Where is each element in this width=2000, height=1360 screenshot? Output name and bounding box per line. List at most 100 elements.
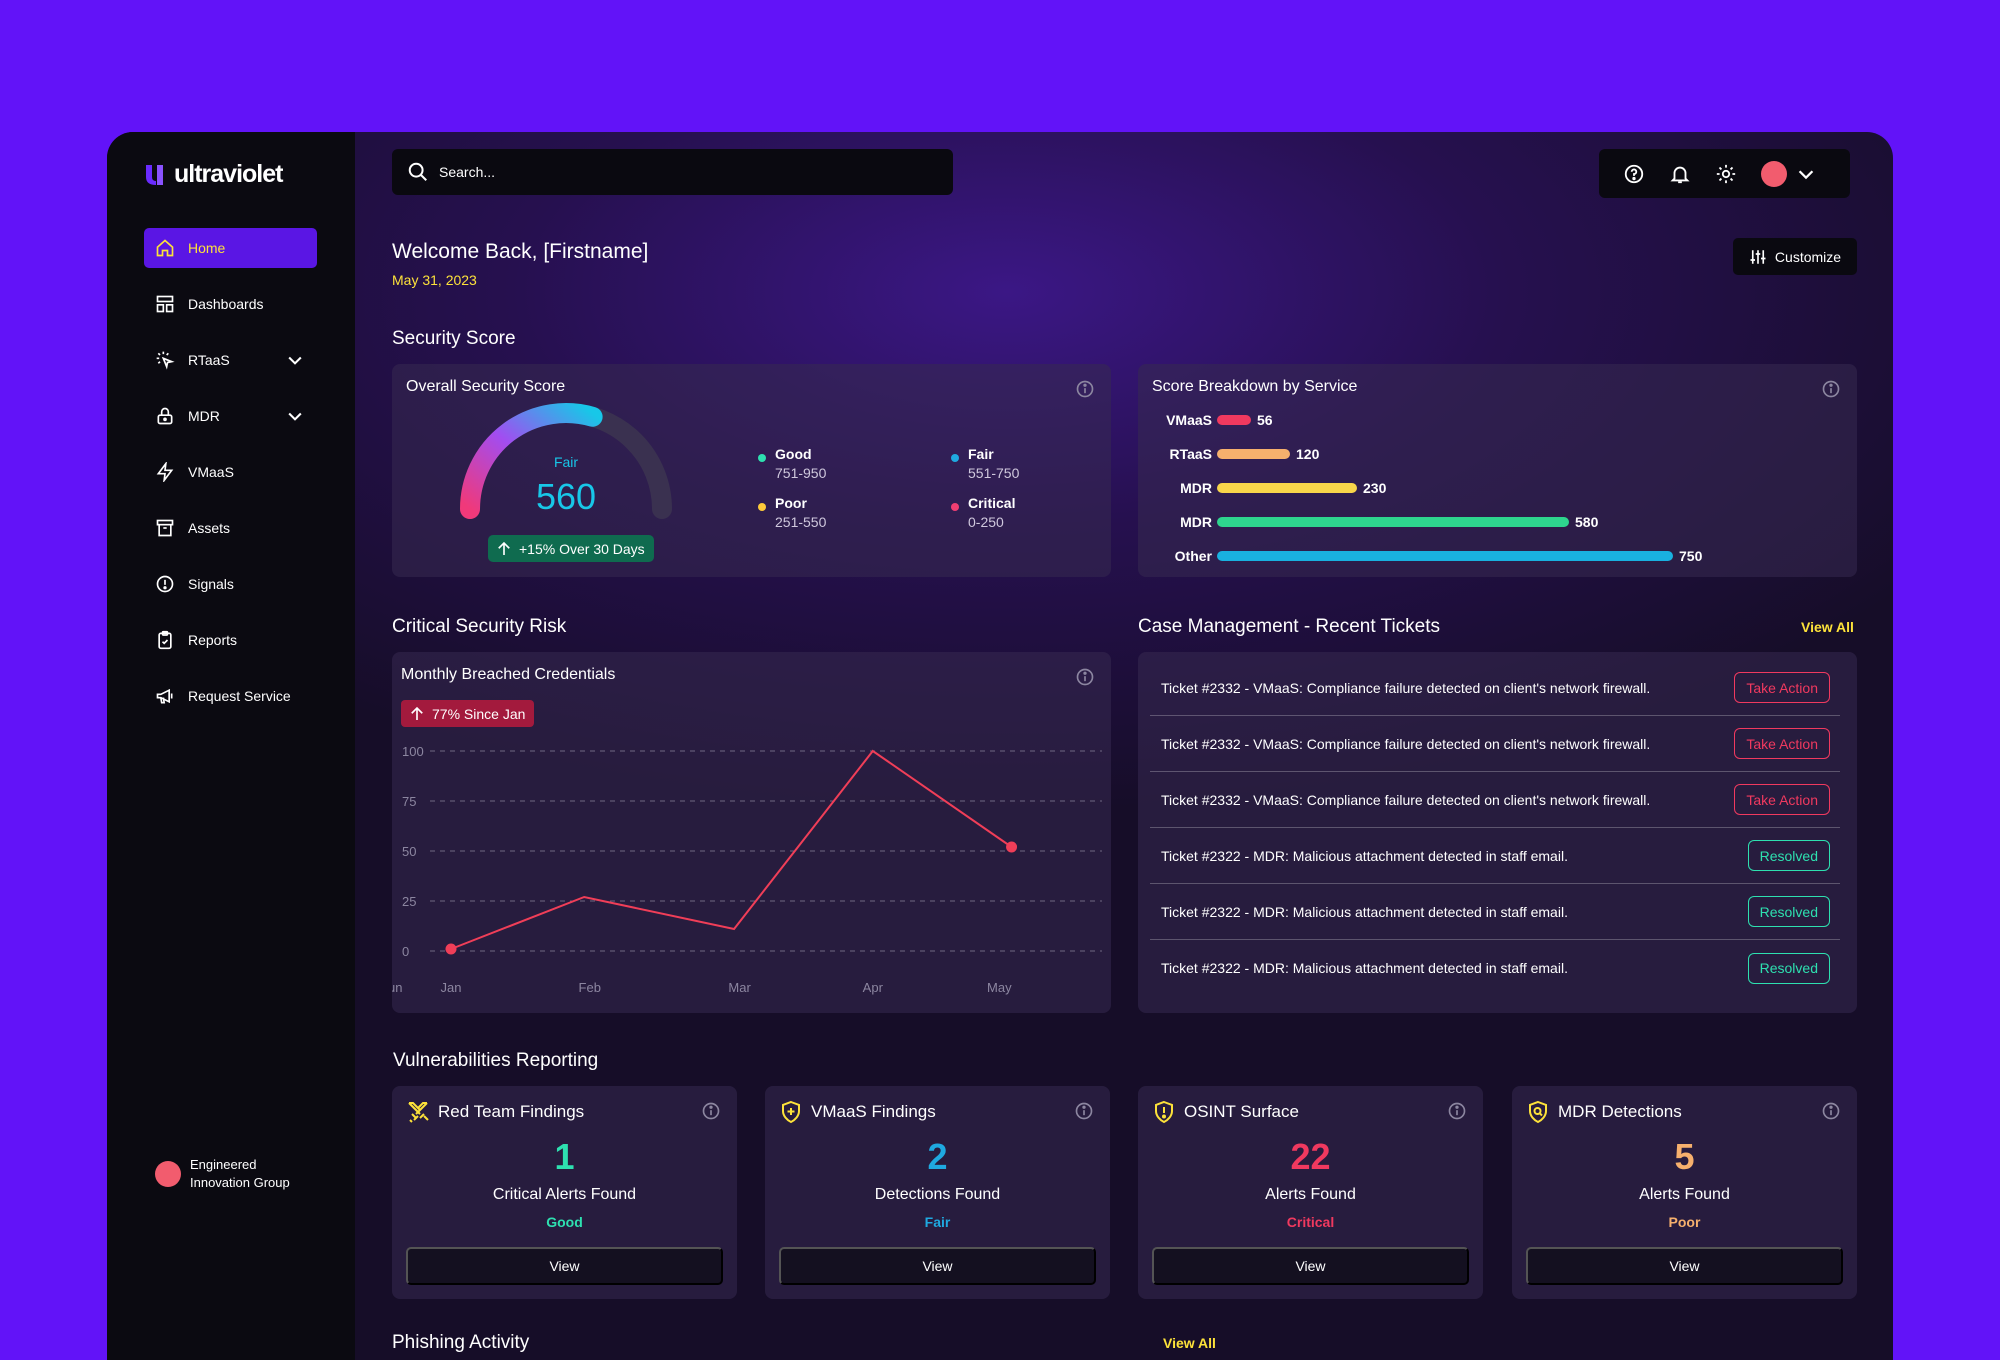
bar-value: 750 xyxy=(1679,548,1703,564)
bell-icon[interactable] xyxy=(1669,163,1691,185)
overall-security-score-card: Overall Security Score Fair 560 +15% Ove… xyxy=(392,364,1111,577)
sidebar-item-label: RTaaS xyxy=(188,352,230,368)
user-menu[interactable] xyxy=(1761,160,1817,187)
lock-icon xyxy=(157,407,173,425)
sidebar-item-vmaas[interactable]: VMaaS xyxy=(144,452,317,492)
info-icon[interactable] xyxy=(1075,667,1095,687)
vulnerabilities-heading: Vulnerabilities Reporting xyxy=(393,1050,599,1071)
view-button[interactable]: View xyxy=(406,1247,723,1285)
bar-other xyxy=(1217,551,1673,561)
bar-mdr xyxy=(1217,483,1357,493)
sidebar-item-signals[interactable]: Signals xyxy=(144,564,317,604)
legend-range: 0-250 xyxy=(968,514,1004,530)
megaphone-icon xyxy=(156,688,173,704)
score-gauge xyxy=(460,403,672,519)
current-date: May 31, 2023 xyxy=(392,272,477,288)
view-button[interactable]: View xyxy=(1526,1247,1843,1285)
resolved-button[interactable]: Resolved xyxy=(1747,840,1830,871)
ultraviolet-logo-icon xyxy=(146,164,163,185)
finding-status: Critical xyxy=(1286,1214,1335,1230)
dashboard-icon xyxy=(156,295,174,313)
ticket-row[interactable]: Ticket #2332 - VMaaS: Compliance failure… xyxy=(1150,716,1840,772)
ticket-row[interactable]: Ticket #2332 - VMaaS: Compliance failure… xyxy=(1150,660,1840,716)
sidebar-item-reports[interactable]: Reports xyxy=(144,620,317,660)
y-tick-label: 100 xyxy=(402,744,424,759)
sliders-icon xyxy=(1750,249,1766,264)
ticket-text: Ticket #2332 - VMaaS: Compliance failure… xyxy=(1161,679,1651,696)
phishing-view-all-link[interactable]: View All xyxy=(1163,1335,1216,1351)
take-action-button[interactable]: Take Action xyxy=(1734,672,1830,703)
x-tick-label: Mar xyxy=(728,980,751,995)
take-action-button[interactable]: Take Action xyxy=(1734,784,1830,815)
sidebar-item-request-service[interactable]: Request Service xyxy=(144,676,317,716)
series-line xyxy=(450,749,1013,950)
logo[interactable]: ultraviolet xyxy=(144,160,283,189)
y-tick-label: 75 xyxy=(402,794,416,809)
view-button[interactable]: View xyxy=(1152,1247,1469,1285)
finding-description: Alerts Found xyxy=(1639,1186,1730,1203)
shield-search-icon xyxy=(1529,1100,1547,1124)
ticket-row[interactable]: Ticket #2322 - MDR: Malicious attachment… xyxy=(1150,884,1840,940)
finding-status: Good xyxy=(546,1214,583,1230)
chevron-down-icon xyxy=(1798,169,1814,179)
info-icon[interactable] xyxy=(1821,1101,1841,1121)
legend-good: Good 751-950 xyxy=(758,446,826,481)
ticket-row[interactable]: Ticket #2332 - VMaaS: Compliance failure… xyxy=(1150,772,1840,828)
shield-plus-icon xyxy=(782,1100,800,1124)
phishing-heading: Phishing Activity xyxy=(392,1332,530,1353)
tickets-view-all-link[interactable]: View All xyxy=(1801,619,1854,635)
help-icon[interactable] xyxy=(1623,163,1645,185)
gear-icon[interactable] xyxy=(1715,163,1737,185)
bar-label: MDR xyxy=(1180,480,1212,496)
breakdown-row: MDR 230 xyxy=(1138,478,1386,498)
ticket-row[interactable]: Ticket #2322 - MDR: Malicious attachment… xyxy=(1150,828,1840,884)
sidebar-item-rtaas[interactable]: RTaaS xyxy=(144,340,317,380)
info-icon[interactable] xyxy=(1075,379,1095,399)
resolved-button[interactable]: Resolved xyxy=(1747,896,1830,927)
red-team-findings-card: Red Team Findings 1 Critical Alerts Foun… xyxy=(392,1086,737,1299)
info-icon[interactable] xyxy=(1821,379,1841,399)
legend-dot-good xyxy=(758,454,766,462)
page-title: Welcome Back, [Firstname] xyxy=(392,240,649,263)
sidebar-item-label: MDR xyxy=(188,408,220,424)
bar-rtaas xyxy=(1217,449,1290,459)
home-icon xyxy=(156,239,174,257)
chevron-down-icon[interactable] xyxy=(285,350,305,370)
sidebar-item-home[interactable]: Home xyxy=(144,228,317,268)
sidebar-nav: Home Dashboards RTaaS MDR VMaaS xyxy=(144,228,317,732)
info-icon[interactable] xyxy=(1447,1101,1467,1121)
legend-label: Critical xyxy=(968,495,1016,511)
legend-range: 551-750 xyxy=(968,465,1020,481)
resolved-button[interactable]: Resolved xyxy=(1747,952,1830,984)
info-icon[interactable] xyxy=(701,1101,721,1121)
sidebar-item-dashboards[interactable]: Dashboards xyxy=(144,284,317,324)
ticket-text: Ticket #2332 - VMaaS: Compliance failure… xyxy=(1161,791,1651,808)
customize-label: Customize xyxy=(1774,248,1842,265)
organization-switcher[interactable]: Engineered Innovation Group xyxy=(155,1156,290,1192)
sidebar-item-mdr[interactable]: MDR xyxy=(144,396,317,436)
org-avatar xyxy=(155,1161,181,1187)
ticket-row[interactable]: Ticket #2322 - MDR: Malicious attachment… xyxy=(1150,940,1840,996)
info-icon[interactable] xyxy=(1074,1101,1094,1121)
chevron-down-icon[interactable] xyxy=(285,406,305,426)
customize-button[interactable]: Customize xyxy=(1733,238,1857,275)
legend-critical: Critical 0-250 xyxy=(951,495,1015,530)
vmaas-findings-card: VMaaS Findings 2 Detections Found Fair V… xyxy=(765,1086,1110,1299)
take-action-button[interactable]: Take Action xyxy=(1734,728,1830,759)
card-title: MDR Detections xyxy=(1558,1102,1682,1121)
search-bar[interactable]: Search... xyxy=(392,149,953,195)
swords-icon xyxy=(408,1102,429,1123)
finding-count: 1 xyxy=(554,1136,575,1177)
legend-dot-poor xyxy=(758,503,766,511)
view-button[interactable]: View xyxy=(779,1247,1096,1285)
bar-value: 580 xyxy=(1575,514,1599,530)
breakdown-row: RTaaS 120 xyxy=(1138,444,1319,464)
shield-alert-icon xyxy=(1155,1100,1173,1124)
bar-label: MDR xyxy=(1180,514,1212,530)
finding-count: 22 xyxy=(1290,1136,1331,1177)
sidebar-item-assets[interactable]: Assets xyxy=(144,508,317,548)
search-input[interactable]: Search... xyxy=(439,164,496,180)
clipboard-check-icon xyxy=(158,630,172,650)
legend-range: 251-550 xyxy=(775,514,827,530)
ticket-text: Ticket #2322 - MDR: Malicious attachment… xyxy=(1161,960,1568,976)
